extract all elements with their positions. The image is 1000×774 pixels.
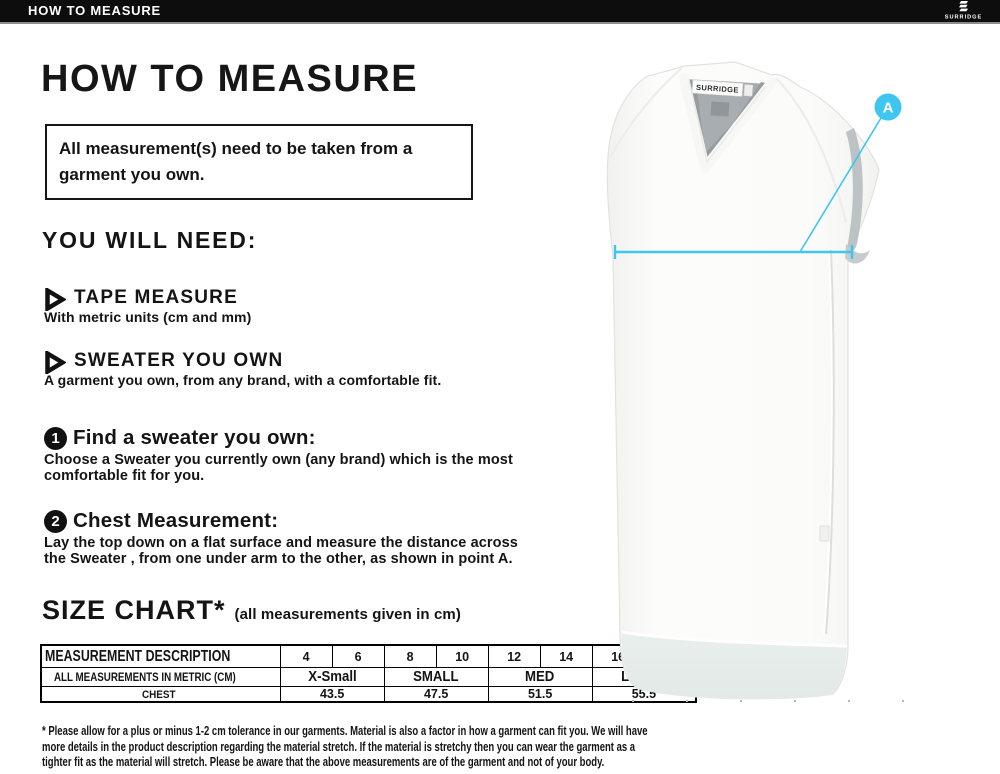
- size-chart-subtitle: (all measurements given in cm): [234, 606, 461, 623]
- size-chart-header: SIZE CHART* (all measurements given in c…: [42, 595, 461, 626]
- metric-label-cell: ALL MEASUREMENTS IN METRIC (CM): [40, 667, 281, 687]
- size-chart-title: SIZE CHART*: [42, 595, 226, 625]
- surridge-logo-icon: SURRIDGE: [945, 1, 983, 21]
- step-title: Find a sweater you own:: [73, 426, 316, 449]
- need-item-tape-measure: TAPE MEASURE With metric units (cm and m…: [44, 287, 544, 327]
- step-description: Choose a Sweater you currently own (any …: [44, 452, 513, 484]
- raglan-seam-right: [775, 77, 847, 223]
- header-title: HOW TO MEASURE: [28, 3, 162, 18]
- collar-rib-right: [700, 77, 777, 173]
- step-title: Chest Measurement:: [73, 509, 279, 532]
- side-tag: [819, 525, 830, 542]
- footnote: * Please allow for a plus or minus 1-2 c…: [42, 723, 648, 770]
- step-number-badge: 1: [44, 427, 67, 450]
- collar-brand-text: SURRIDGE: [696, 83, 739, 95]
- triangle-bullet-icon: [45, 351, 66, 374]
- need-item-sweater: SWEATER YOU OWN A garment you own, from …: [44, 350, 544, 390]
- step-2: 2 Chest Measurement: Lay the top down on…: [44, 509, 549, 572]
- need-item-title: SWEATER YOU OWN: [74, 350, 284, 371]
- triangle-bullet-icon: [45, 288, 66, 311]
- size-group-cell: X-Small: [279, 667, 385, 687]
- vest-body: [606, 61, 880, 699]
- size-group-cell: MED: [487, 667, 593, 687]
- chest-measure-line: [613, 117, 882, 259]
- page-header-bar: HOW TO MEASURE SURRIDGE: [0, 0, 1000, 24]
- size-cell: 8: [383, 644, 437, 668]
- point-a-marker: A: [874, 93, 902, 121]
- step-1: 1 Find a sweater you own: Choose a Sweat…: [44, 426, 549, 489]
- you-will-need-heading: YOU WILL NEED:: [42, 227, 258, 253]
- size-group-cell: SMALL: [383, 667, 489, 687]
- footnote-line: * Please allow for a plus or minus 1-2 c…: [42, 723, 648, 738]
- need-item-title: TAPE MEASURE: [74, 287, 238, 308]
- hem-piping: [621, 630, 848, 648]
- collar-label: SURRIDGE: [691, 79, 754, 97]
- garment-illustration: SURRIDGE A: [606, 61, 902, 700]
- page-title: HOW TO MEASURE: [41, 58, 419, 100]
- neck-opening-shadow: [686, 79, 770, 166]
- step-number-badge: 2: [44, 510, 67, 533]
- brand-logo[interactable]: SURRIDGE: [934, 1, 992, 27]
- measurement-value-cell: 47.5: [383, 686, 489, 703]
- header-label-cell: MEASUREMENT DESCRIPTION: [40, 644, 281, 668]
- raglan-seam-left: [610, 67, 683, 157]
- size-cell: 10: [435, 644, 489, 668]
- need-item-description: With metric units (cm and mm): [44, 309, 252, 325]
- hem-band: [622, 632, 847, 700]
- collar-rib-left: [679, 73, 710, 173]
- collar-edge: [688, 79, 767, 164]
- footnote-line: more details in the product description …: [42, 738, 636, 754]
- notice-box: All measurement(s) need to be taken from…: [45, 124, 473, 200]
- sleeve-hem-fold: [845, 244, 870, 264]
- point-a-label: A: [883, 100, 894, 117]
- step-description: Lay the top down on a flat surface and m…: [44, 535, 518, 567]
- inner-size-tag: [710, 101, 730, 117]
- footnote-line: tighter fit as the material will stretch…: [42, 754, 605, 770]
- side-piping: [823, 249, 833, 635]
- size-cell: 6: [331, 644, 385, 668]
- side-piping-shadow: [825, 249, 835, 635]
- measurement-label-cell: CHEST: [40, 686, 281, 703]
- need-item-description: A garment you own, from any brand, with …: [44, 372, 442, 388]
- size-cell: 4: [279, 644, 333, 668]
- armhole-shadow: [846, 128, 863, 254]
- measurement-value-cell: 51.5: [487, 686, 593, 703]
- shadow-dotted-line: [632, 700, 904, 702]
- size-cell: 12: [487, 644, 541, 668]
- surridge-logo-text: SURRIDGE: [945, 15, 983, 21]
- measurement-value-cell: 43.5: [279, 686, 385, 703]
